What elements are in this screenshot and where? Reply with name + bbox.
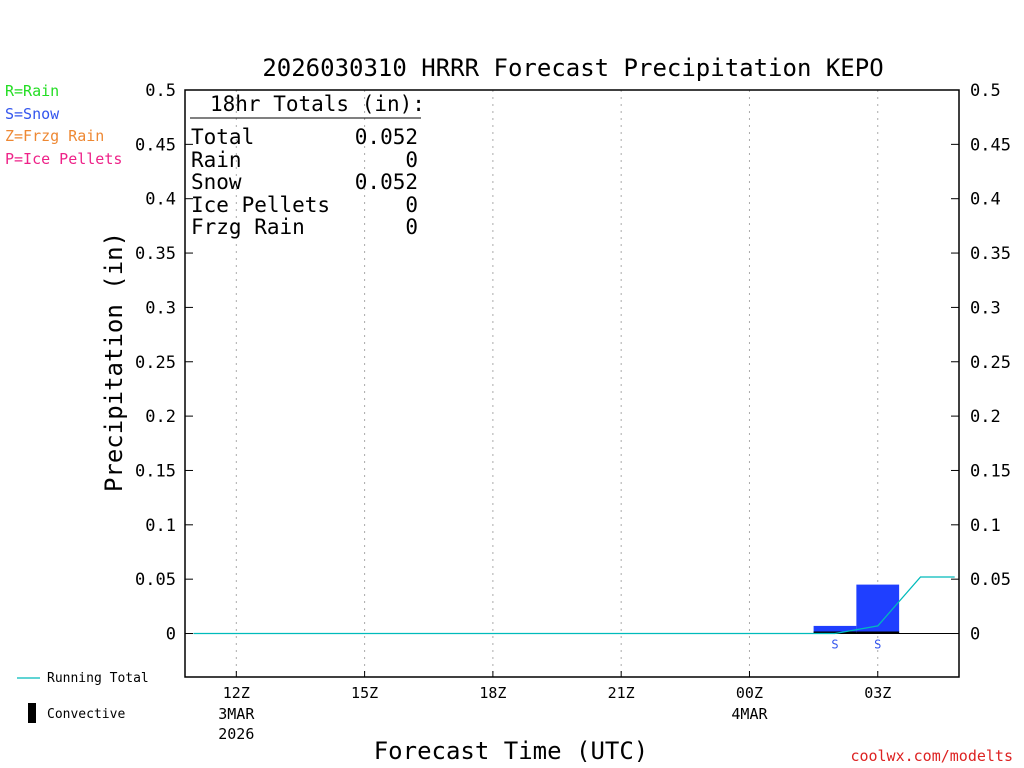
- ptype-mark: S: [831, 638, 838, 652]
- y-tick-label-left: 0.35: [135, 244, 176, 264]
- totals-label-ice-pellets: Ice Pellets: [191, 193, 330, 217]
- y-tick-label-right: 0.2: [970, 407, 1001, 427]
- bars-group: [813, 584, 900, 634]
- running-total-line: [193, 576, 955, 635]
- totals-label-frzg-rain: Frzg Rain: [191, 215, 305, 239]
- plot-frame: [184, 89, 960, 678]
- y-tick-label-left: 0.05: [135, 570, 176, 590]
- ptype-legend-rain: R=Rain: [5, 82, 59, 100]
- x-axis-label: Forecast Time (UTC): [374, 737, 649, 765]
- x-axis-ticks: 12Z 3MAR 2026 15Z 18Z 21Z 00Z 4MAR 03Z: [218, 671, 891, 743]
- y-tick-label-right: 0.1: [970, 516, 1001, 536]
- grid-lines: [235, 90, 879, 677]
- y-tick-label-left: 0.3: [145, 298, 176, 318]
- y-tick-label-right: 0.15: [970, 461, 1011, 481]
- totals-value-ice-pellets: 0: [405, 193, 418, 217]
- x-tick-label: 15Z: [351, 684, 378, 702]
- totals-value-total: 0.052: [355, 125, 418, 149]
- series-legend: Running Total Convective: [17, 671, 149, 723]
- convective-legend-swatch: [28, 703, 36, 723]
- x-tick-label: 18Z: [479, 684, 506, 702]
- y-tick-label-right: 0.35: [970, 244, 1011, 264]
- ptype-legend-ice-pellets: P=Ice Pellets: [5, 150, 122, 168]
- y-tick-label-left: 0: [166, 625, 176, 645]
- totals-label-total: Total: [191, 125, 254, 149]
- totals-value-rain: 0: [405, 148, 418, 172]
- x-tick-label: 12Z: [223, 684, 250, 702]
- x-tick-year: 2026: [218, 725, 254, 743]
- credit-text: coolwx.com/modelts: [850, 747, 1013, 765]
- totals-value-snow: 0.052: [355, 170, 418, 194]
- x-tick-label: 21Z: [608, 684, 635, 702]
- ptype-mark: S: [874, 638, 881, 652]
- y-tick-label-right: 0.3: [970, 298, 1001, 318]
- y-tick-label-right: 0.25: [970, 353, 1011, 373]
- precip-bar: [813, 625, 857, 634]
- totals-label-rain: Rain: [191, 148, 242, 172]
- x-tick-label: 03Z: [864, 684, 891, 702]
- y-tick-label-left: 0.4: [145, 190, 176, 210]
- y-tick-label-left: 0.5: [145, 81, 176, 101]
- y-tick-label-right: 0.05: [970, 570, 1011, 590]
- y-tick-label-right: 0: [970, 625, 980, 645]
- y-tick-label-left: 0.1: [145, 516, 176, 536]
- y-tick-label-left: 0.25: [135, 353, 176, 373]
- totals-value-frzg-rain: 0: [405, 215, 418, 239]
- ptype-legend: R=Rain S=Snow Z=Frzg Rain P=Ice Pellets: [5, 82, 122, 168]
- y-tick-label-right: 0.45: [970, 135, 1011, 155]
- y-tick-label-left: 0.15: [135, 461, 176, 481]
- y-axis-label: Precipitation (in): [100, 232, 128, 492]
- running-total-legend-label: Running Total: [47, 671, 149, 686]
- y-tick-label-left: 0.45: [135, 135, 176, 155]
- x-tick-date: 4MAR: [731, 705, 768, 723]
- y-axis-ticks: 0 00.05 0.050.1 0.10.15 0.150.2 0.20.25 0.250.…: [135, 81, 1011, 645]
- x-tick-label: 00Z: [736, 684, 763, 702]
- running-total-group: [193, 576, 955, 635]
- x-tick-date: 3MAR: [218, 705, 255, 723]
- y-tick-label-right: 0.5: [970, 81, 1001, 101]
- y-tick-label-right: 0.4: [970, 190, 1001, 210]
- chart-title: 2026030310 HRRR Forecast Precipitation K…: [262, 54, 883, 82]
- ptype-legend-snow: S=Snow: [5, 105, 60, 123]
- convective-legend-label: Convective: [47, 707, 125, 722]
- totals-label-snow: Snow: [191, 170, 242, 194]
- y-tick-label-left: 0.2: [145, 407, 176, 427]
- totals-box: 18hr Totals (in): Total 0.052 Rain 0 Sno…: [190, 92, 425, 239]
- ptype-legend-frzg-rain: Z=Frzg Rain: [5, 127, 104, 145]
- totals-heading: 18hr Totals (in):: [210, 92, 425, 116]
